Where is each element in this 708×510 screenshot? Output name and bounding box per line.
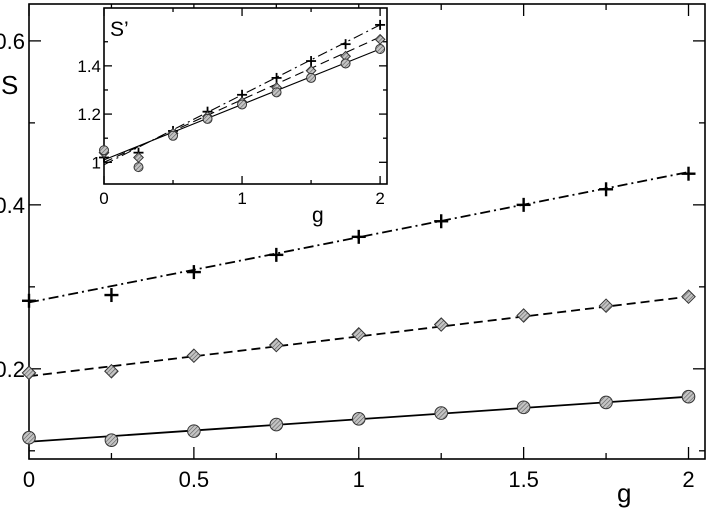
main-point-plus: [516, 197, 531, 212]
main-fit-line-plus: [28, 171, 689, 304]
main-y-tick-label: 0.2: [0, 357, 25, 382]
main-point-plus: [681, 166, 696, 181]
inset-point-circle: [271, 87, 282, 98]
main-point-diamond: [433, 317, 449, 332]
inset-y-tick-label: 1.4: [77, 57, 101, 76]
inset-point-circle: [306, 72, 317, 83]
main-point-diamond: [516, 308, 531, 323]
main-x-tick-label: 0: [23, 467, 35, 492]
main-point-circle: [681, 389, 696, 404]
main-fit-lines: [28, 171, 689, 443]
inset-point-circle: [168, 130, 179, 141]
main-plot-frame: [28, 3, 706, 460]
main-point-diamond: [104, 363, 119, 379]
inset-point-circle: [375, 43, 386, 54]
inset-plot-background: [104, 8, 387, 184]
main-x-tick-label: 2: [682, 467, 694, 492]
main-x-tick-label: 1: [353, 467, 365, 492]
main-y-tick-label: 0.4: [0, 193, 25, 218]
inset-data-points: [98, 19, 386, 173]
main-point-plus: [351, 229, 366, 244]
main-x-tick-label: 0.5: [179, 467, 210, 492]
inset-plot: 0 1 2 1 1.2 1.4 g S’: [77, 7, 388, 227]
inset-y-tick-label: 1: [92, 153, 101, 172]
main-point-diamond: [186, 348, 202, 364]
main-point-diamond: [351, 327, 367, 342]
main-point-diamond: [21, 365, 37, 381]
main-point-circle: [187, 424, 201, 438]
main-point-circle: [22, 430, 36, 445]
inset-point-circle: [340, 58, 351, 69]
inset-point-circle: [133, 162, 144, 173]
main-point-circle: [516, 400, 531, 415]
inset-axis-ticks: 0 1 2 1 1.2 1.4: [77, 8, 387, 208]
inset-plot-frame: [103, 7, 388, 185]
main-point-circle: [269, 417, 284, 432]
main-y-axis-label: S: [1, 70, 18, 100]
main-point-plus: [599, 182, 614, 197]
main-fit-line-diamond: [28, 295, 689, 378]
main-point-diamond: [598, 298, 614, 314]
main-point-plus: [104, 288, 119, 303]
main-x-axis-label: g: [617, 478, 631, 508]
inset-point-circle: [202, 113, 213, 124]
inset-point-plus: [375, 19, 386, 30]
inset-point-circle: [99, 145, 109, 156]
main-point-circle: [104, 433, 119, 447]
main-plot: 0 0.5 1 1.5 2 0.2 0.4 0.6 g S: [0, 3, 706, 508]
inset-y-tick-label: 1.2: [77, 105, 101, 124]
main-point-plus: [22, 293, 36, 308]
inset-point-plus: [306, 56, 317, 67]
main-axis-ticks: 0 0.5 1 1.5 2 0.2 0.4 0.6: [0, 4, 705, 492]
inset-x-tick-label: 0: [99, 189, 108, 208]
inset-x-tick-label: 2: [375, 189, 384, 208]
inset-y-axis-label: S’: [110, 18, 129, 41]
main-point-diamond: [268, 337, 284, 353]
main-x-tick-label: 1.5: [508, 467, 539, 492]
main-point-circle: [351, 412, 366, 426]
main-point-diamond: [681, 289, 696, 305]
main-point-circle: [599, 395, 613, 410]
main-data-points: [21, 166, 696, 447]
inset-x-axis-label: g: [312, 204, 324, 227]
inset-point-plus: [340, 39, 351, 50]
inset-x-tick-label: 1: [237, 189, 246, 208]
main-y-tick-label: 0.6: [0, 29, 25, 54]
main-point-circle: [434, 406, 448, 420]
main-point-plus: [434, 214, 449, 229]
inset-point-circle: [237, 99, 248, 110]
inset-point-plus: [271, 72, 282, 83]
main-point-plus: [269, 247, 284, 262]
main-point-plus: [186, 265, 201, 280]
